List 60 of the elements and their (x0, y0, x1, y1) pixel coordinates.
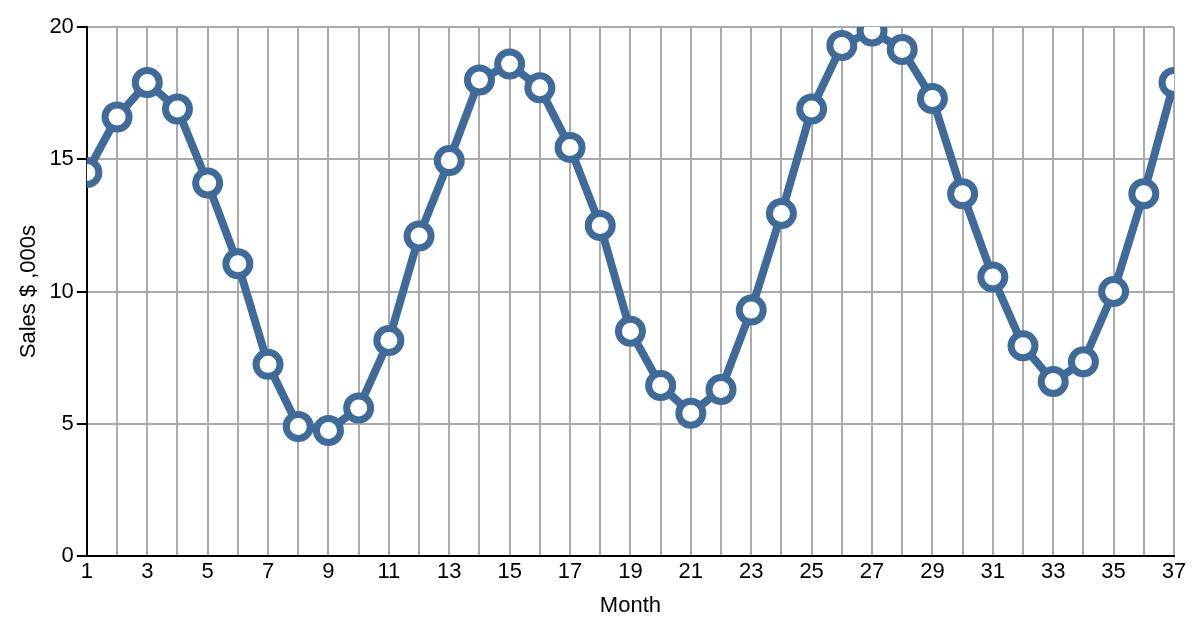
y-tick-label: 20 (49, 13, 74, 39)
x-tick-label: 3 (141, 558, 154, 584)
x-tick-label: 13 (437, 558, 462, 584)
x-tick-label: 21 (678, 558, 704, 584)
point (645, 370, 677, 402)
y-axis-title: Sales $ ,000s (15, 224, 41, 359)
point (1037, 366, 1069, 398)
point (765, 198, 797, 230)
point (222, 248, 254, 280)
x-tick-label: 11 (377, 558, 401, 584)
x-tick-label: 17 (557, 558, 583, 584)
point (826, 30, 858, 62)
x-axis-title: Month (599, 591, 662, 617)
point (101, 101, 133, 133)
point (916, 82, 948, 114)
point (161, 93, 193, 125)
x-tick-label: 9 (322, 558, 335, 584)
y-tick-label: 0 (61, 542, 74, 568)
point (131, 67, 163, 99)
point (614, 315, 646, 347)
point (403, 220, 435, 252)
point (312, 415, 344, 447)
point (282, 411, 314, 443)
y-tick-label: 15 (49, 145, 74, 171)
x-tick-label: 31 (980, 558, 1006, 584)
y-tick-label: 10 (49, 277, 74, 303)
point (584, 209, 616, 241)
point (433, 145, 465, 177)
point (524, 72, 556, 104)
x-tick-label: 33 (1040, 558, 1066, 584)
point (463, 64, 495, 96)
x-tick-label: 7 (261, 558, 275, 584)
x-tick-label: 35 (1101, 558, 1126, 584)
point (947, 178, 979, 210)
point (705, 374, 737, 405)
point (192, 167, 224, 199)
x-tick-label: 5 (201, 558, 214, 584)
point (252, 348, 284, 380)
x-tick-label: 37 (1161, 558, 1187, 584)
point (494, 48, 526, 80)
point (675, 397, 707, 429)
x-tick-label: 1 (80, 558, 93, 584)
point (1098, 276, 1130, 308)
point (1067, 346, 1099, 378)
x-tick-label: 29 (920, 558, 945, 584)
point (735, 294, 767, 326)
x-tick-label: 25 (799, 558, 824, 584)
point (554, 131, 586, 163)
point (343, 392, 375, 424)
point (796, 93, 828, 125)
x-tick-label: 27 (859, 558, 885, 584)
x-tick-label: 23 (738, 558, 764, 584)
point (1128, 178, 1160, 210)
point (373, 325, 405, 357)
point (886, 33, 918, 65)
y-tick-label: 5 (61, 409, 74, 435)
point (1007, 330, 1039, 362)
point (977, 261, 1009, 293)
x-tick-label: 19 (618, 558, 643, 584)
x-tick-label: 15 (497, 558, 522, 584)
